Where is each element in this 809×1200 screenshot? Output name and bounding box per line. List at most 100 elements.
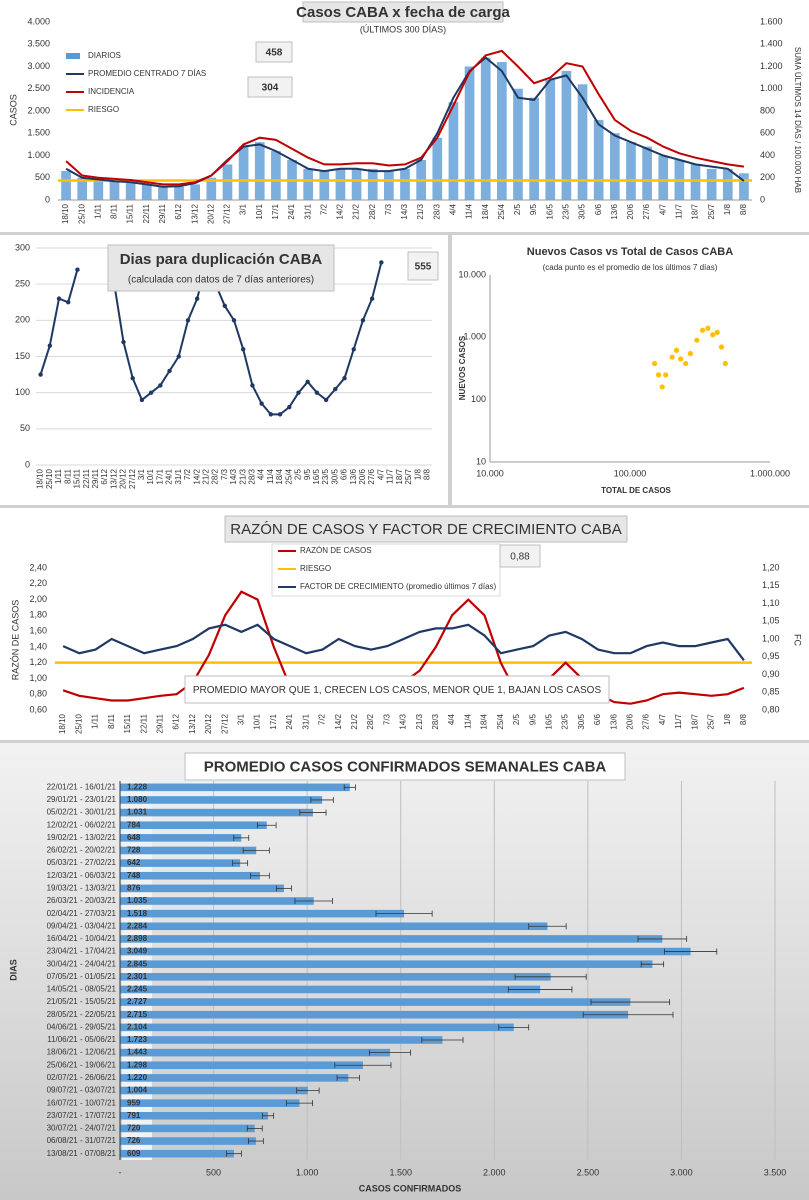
x-tick-label: 18/10 bbox=[61, 203, 70, 224]
chart-title: Dias para duplicación CABA bbox=[120, 251, 323, 268]
x-tick-label: 21/2 bbox=[201, 468, 210, 484]
value-label: 642 bbox=[127, 858, 141, 867]
bar bbox=[120, 1099, 300, 1107]
x-tick-label: 8/11 bbox=[107, 713, 116, 729]
x-tick-label: 22/11 bbox=[142, 203, 151, 223]
x-tick-label: 18/4 bbox=[481, 203, 490, 219]
y-tick-label: 30/07/21 - 24/07/21 bbox=[47, 1124, 117, 1133]
panel bbox=[452, 235, 809, 505]
point bbox=[250, 383, 255, 388]
x-tick-label: 4/4 bbox=[257, 468, 266, 480]
x-tick-label: 8/8 bbox=[739, 713, 748, 725]
bar bbox=[109, 180, 120, 200]
value-label: 1.228 bbox=[127, 782, 148, 791]
bar bbox=[120, 973, 551, 981]
annotation-box bbox=[407, 251, 439, 281]
annotation-box bbox=[247, 76, 293, 98]
y-tick-label: 1,05 bbox=[762, 616, 780, 626]
x-tick-label: 22/11 bbox=[82, 468, 91, 488]
x-tick-label: 25/10 bbox=[77, 203, 86, 224]
panel bbox=[0, 508, 809, 740]
x-tick-label: 3/1 bbox=[239, 203, 248, 215]
legend-label: INCIDENCIA bbox=[88, 87, 135, 96]
x-tick-label: 20/6 bbox=[358, 468, 367, 484]
x-tick-label: 7/3 bbox=[220, 468, 229, 480]
x-tick-label: 14/2 bbox=[192, 468, 201, 484]
legend-swatch bbox=[66, 53, 80, 59]
bar bbox=[642, 146, 652, 200]
series-line bbox=[65, 56, 745, 188]
y-tick-label: 12/03/21 - 06/03/21 bbox=[47, 871, 117, 880]
y-tick-label: 1,40 bbox=[29, 641, 47, 651]
value-label: 3.049 bbox=[127, 947, 148, 956]
x-tick-label: 27/12 bbox=[128, 468, 137, 489]
x-tick-label: 1/8 bbox=[723, 713, 732, 725]
bar bbox=[120, 1086, 308, 1095]
y-tick-label: 0,80 bbox=[762, 704, 780, 714]
x-tick-label: 3.000 bbox=[670, 1167, 693, 1177]
x-tick-label: 10/1 bbox=[146, 468, 155, 484]
y-tick-label: 23/07/21 - 17/07/21 bbox=[47, 1111, 117, 1120]
value-label: 2.301 bbox=[127, 972, 148, 981]
x-tick-label: 18/7 bbox=[691, 203, 700, 219]
y-tick-label: 04/06/21 - 29/05/21 bbox=[47, 1022, 117, 1031]
x-tick-label: 6/6 bbox=[594, 203, 603, 215]
x-tick-label: 21/3 bbox=[238, 468, 247, 484]
legend-box bbox=[271, 543, 501, 597]
point bbox=[652, 360, 658, 367]
bar bbox=[120, 808, 313, 817]
y-tick-label: 26/03/21 - 20/03/21 bbox=[47, 896, 117, 905]
value-label: 876 bbox=[127, 883, 141, 892]
y-axis-label: RAZÓN DE CASOS bbox=[10, 600, 20, 681]
point bbox=[659, 384, 665, 390]
x-tick-label: 25/7 bbox=[404, 468, 413, 484]
x-tick-label: 22/11 bbox=[139, 713, 148, 733]
bar bbox=[120, 783, 350, 792]
x-tick-label: 17/1 bbox=[155, 468, 164, 484]
y-tick-label: 3.000 bbox=[27, 61, 50, 71]
point bbox=[268, 412, 274, 417]
x-tick-label: 4/4 bbox=[449, 203, 458, 215]
x-tick-label: 20/6 bbox=[626, 203, 635, 219]
y-tick-label: 05/02/21 - 30/01/21 bbox=[47, 808, 117, 817]
x-axis-label: TOTAL DE CASOS bbox=[601, 486, 671, 495]
legend-label: RAZÓN DE CASOS bbox=[300, 546, 372, 555]
x-tick-label: 28/3 bbox=[432, 203, 441, 219]
point bbox=[167, 368, 172, 374]
x-tick-label: 6/12 bbox=[174, 203, 183, 219]
point bbox=[369, 296, 375, 301]
x-tick-label: 8/8 bbox=[739, 203, 748, 215]
value-label: 784 bbox=[127, 820, 141, 829]
x-tick-label: 8/11 bbox=[110, 203, 119, 219]
y-tick-label: 09/04/21 - 03/04/21 bbox=[47, 921, 117, 930]
bar bbox=[206, 177, 217, 200]
bar bbox=[120, 871, 260, 880]
x-tick-label: 27/6 bbox=[642, 203, 651, 219]
y-tick-label: 3.500 bbox=[27, 39, 50, 49]
y-tick-label: 0,95 bbox=[762, 651, 780, 661]
point bbox=[130, 376, 135, 381]
point bbox=[139, 397, 145, 403]
bar bbox=[238, 146, 249, 200]
bar bbox=[158, 186, 168, 200]
point bbox=[722, 360, 728, 367]
y-tick-label: 400 bbox=[760, 150, 775, 160]
x-tick-label: 1/8 bbox=[413, 468, 422, 480]
y-tick-label: 07/05/21 - 01/05/21 bbox=[47, 972, 117, 981]
x-tick-label: 1/11 bbox=[91, 713, 100, 729]
bar bbox=[706, 168, 717, 200]
point bbox=[342, 376, 347, 381]
y-tick-label: 29/01/21 - 23/01/21 bbox=[47, 795, 117, 804]
y-tick-label: 600 bbox=[760, 128, 775, 138]
chart-title-box bbox=[302, 1, 504, 23]
x-tick-label: 29/11 bbox=[155, 713, 164, 733]
y-tick-label: 21/05/21 - 15/05/21 bbox=[47, 997, 117, 1006]
x-tick-label: 28/2 bbox=[368, 203, 377, 219]
series-line bbox=[62, 623, 745, 661]
y-tick-label: 1.000 bbox=[463, 332, 486, 342]
x-tick-label: 4/7 bbox=[658, 713, 667, 725]
x-tick-label: 16/5 bbox=[312, 468, 321, 484]
x-axis-label: CASOS CONFIRMADOS bbox=[359, 1183, 462, 1193]
x-tick-label: 1.000.000 bbox=[750, 468, 790, 478]
x-tick-label: 1/8 bbox=[723, 203, 732, 215]
